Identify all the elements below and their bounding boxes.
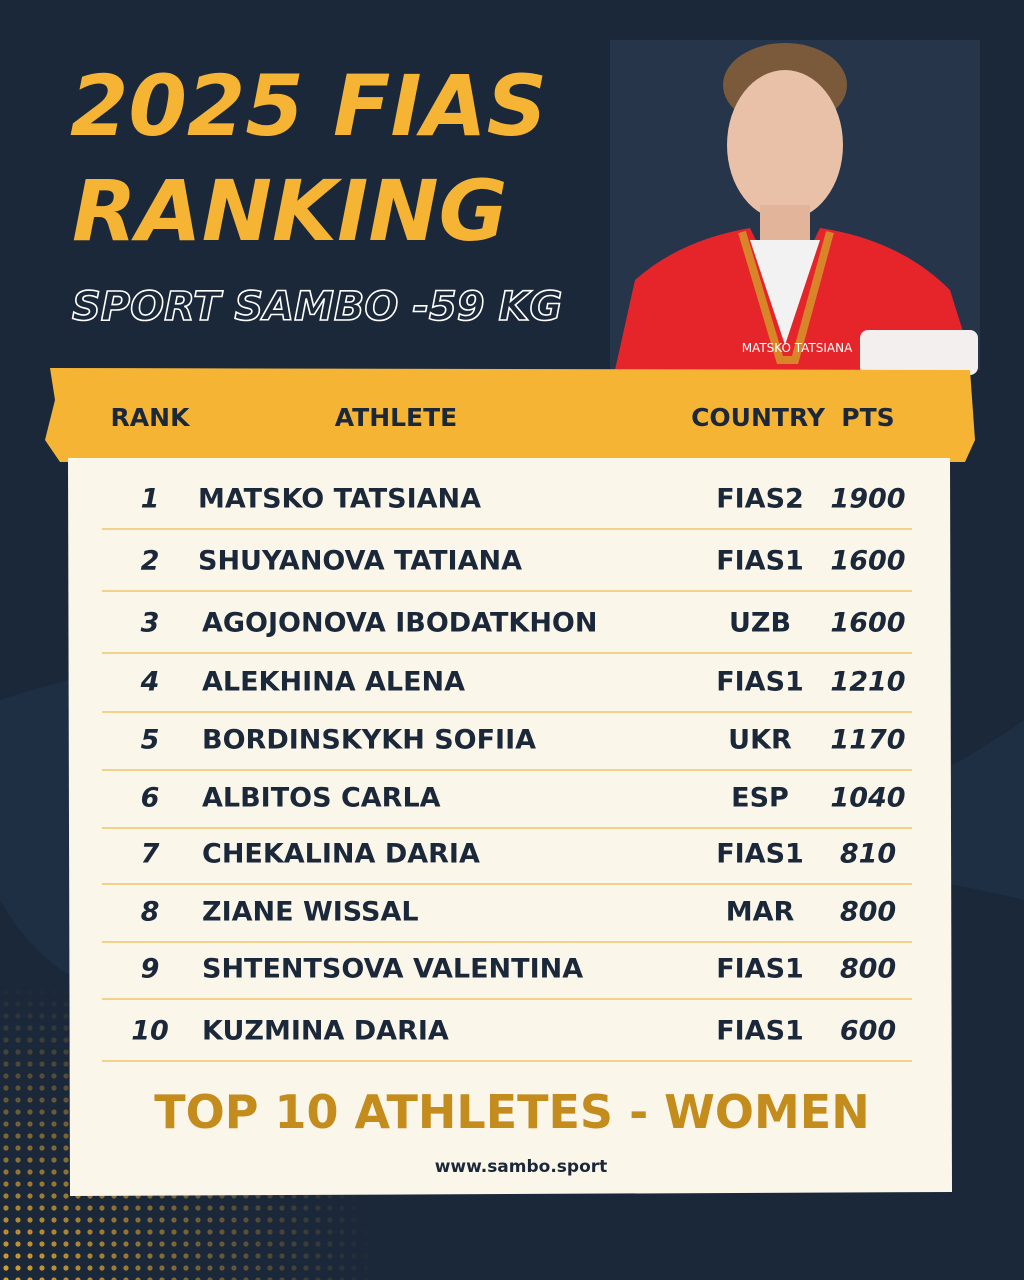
tagline: TOP 10 ATHLETES - WOMEN [154, 1085, 869, 1139]
rank: 1 [141, 484, 160, 515]
athlete-name: MATSKO TATSIANA [198, 484, 481, 515]
photo-caption: MATSKO TATSIANA [742, 341, 853, 355]
rank: 8 [141, 897, 160, 928]
points: 1210 [830, 667, 905, 698]
country: ESP [731, 783, 789, 814]
rank: 6 [141, 783, 160, 814]
column-header: RANK [111, 403, 192, 432]
title-line: 2025 FIAS [70, 57, 547, 155]
points: 1170 [830, 725, 905, 756]
points: 1900 [830, 484, 905, 515]
rank: 3 [141, 608, 160, 639]
title-line: RANKING [72, 162, 508, 260]
athlete-name: ALEKHINA ALENA [202, 667, 465, 698]
subtitle: SPORT SAMBO -59 KG [72, 284, 562, 330]
country: FIAS1 [716, 667, 804, 698]
points: 1600 [830, 546, 905, 577]
points: 810 [840, 839, 896, 870]
rank: 5 [141, 725, 160, 756]
athlete-name: CHEKALINA DARIA [202, 839, 480, 870]
country: FIAS1 [716, 1016, 804, 1047]
athlete-name: AGOJONOVA IBODATKHON [202, 608, 597, 639]
points: 800 [840, 954, 896, 985]
column-header: COUNTRY [691, 403, 826, 432]
athlete-photo [610, 40, 980, 375]
athlete-name: SHTENTSOVA VALENTINA [202, 954, 583, 985]
rank: 7 [141, 839, 160, 870]
athlete-name: ZIANE WISSAL [202, 897, 419, 928]
rank: 10 [131, 1016, 169, 1047]
athlete-name: KUZMINA DARIA [202, 1016, 449, 1047]
points: 1040 [830, 783, 905, 814]
points: 1600 [830, 608, 905, 639]
country: FIAS1 [716, 839, 804, 870]
country: UKR [728, 725, 792, 756]
rank: 9 [141, 954, 160, 985]
country: MAR [726, 897, 795, 928]
column-header: ATHLETE [335, 403, 458, 432]
country: FIAS1 [716, 954, 804, 985]
country: UZB [729, 608, 791, 639]
rank: 2 [141, 546, 160, 577]
rank: 4 [140, 667, 160, 698]
column-header: PTS [841, 403, 894, 432]
athlete-name: ALBITOS CARLA [202, 783, 441, 814]
table-header-band [45, 368, 975, 462]
table-panel [68, 458, 952, 1196]
athlete-name: SHUYANOVA TATIANA [198, 546, 522, 577]
website: www.sambo.sport [435, 1157, 608, 1177]
country: FIAS1 [716, 546, 804, 577]
country: FIAS2 [716, 484, 804, 515]
table-rows: 1 MATSKO TATSIANA FIAS2 1900 2 SHUYANOVA TATI… [102, 484, 912, 1062]
points: 800 [840, 897, 896, 928]
points: 600 [840, 1016, 896, 1047]
athlete-name: BORDINSKYKH SOFIIA [202, 725, 536, 756]
